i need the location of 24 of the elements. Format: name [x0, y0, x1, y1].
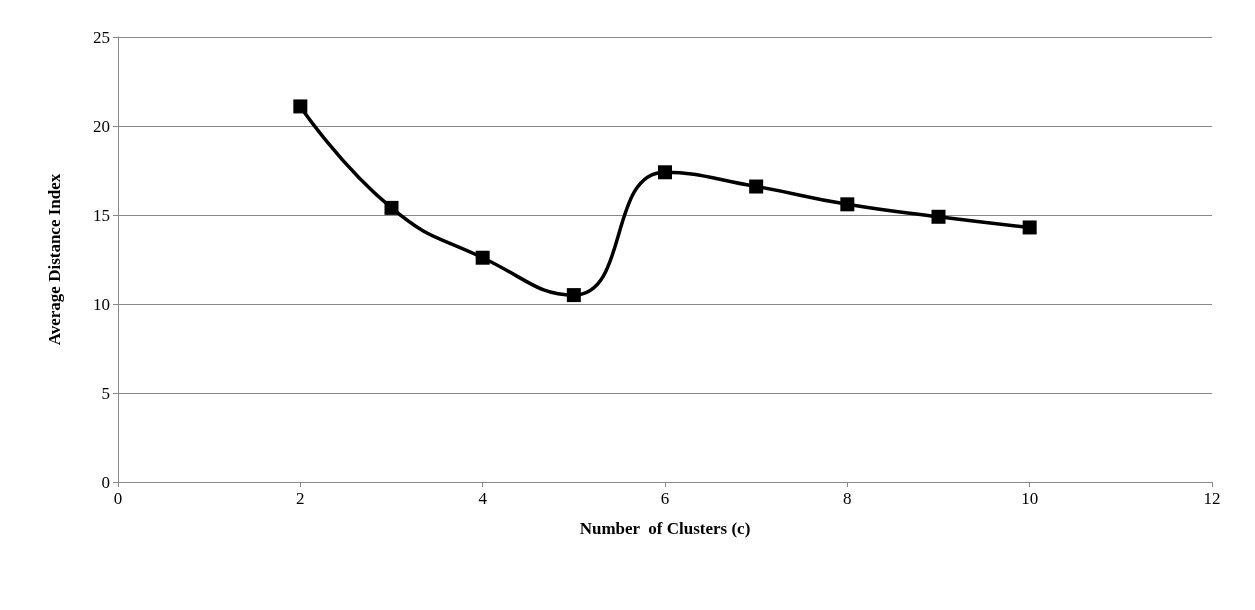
point	[840, 197, 855, 212]
point	[931, 209, 946, 224]
point	[475, 250, 490, 265]
point	[384, 200, 399, 215]
y-axis-title: Average Distance Index	[45, 173, 64, 346]
y-tick-label: 15	[93, 205, 110, 225]
x-tick-label: 12	[1203, 489, 1221, 508]
x-tick-label: 6	[660, 489, 670, 508]
point	[658, 165, 672, 180]
x-tick-label: 4	[478, 489, 488, 508]
y-tick-label: 10	[93, 294, 110, 314]
point	[1022, 220, 1037, 235]
y-tick-label: 5	[101, 383, 110, 403]
x-tick-label: 2	[296, 489, 305, 508]
x-tick-label: 8	[843, 489, 852, 508]
x-axis-title: Number of Clusters (c)	[579, 519, 751, 538]
x-tick-label: 10	[1021, 489, 1039, 508]
point	[293, 99, 308, 114]
y-tick-label: 0	[101, 472, 110, 492]
y-tick-label: 20	[93, 116, 110, 136]
x-tick-label: 0	[113, 489, 123, 508]
y-tick-label: 25	[93, 27, 110, 47]
point	[566, 288, 581, 303]
point	[749, 179, 764, 194]
